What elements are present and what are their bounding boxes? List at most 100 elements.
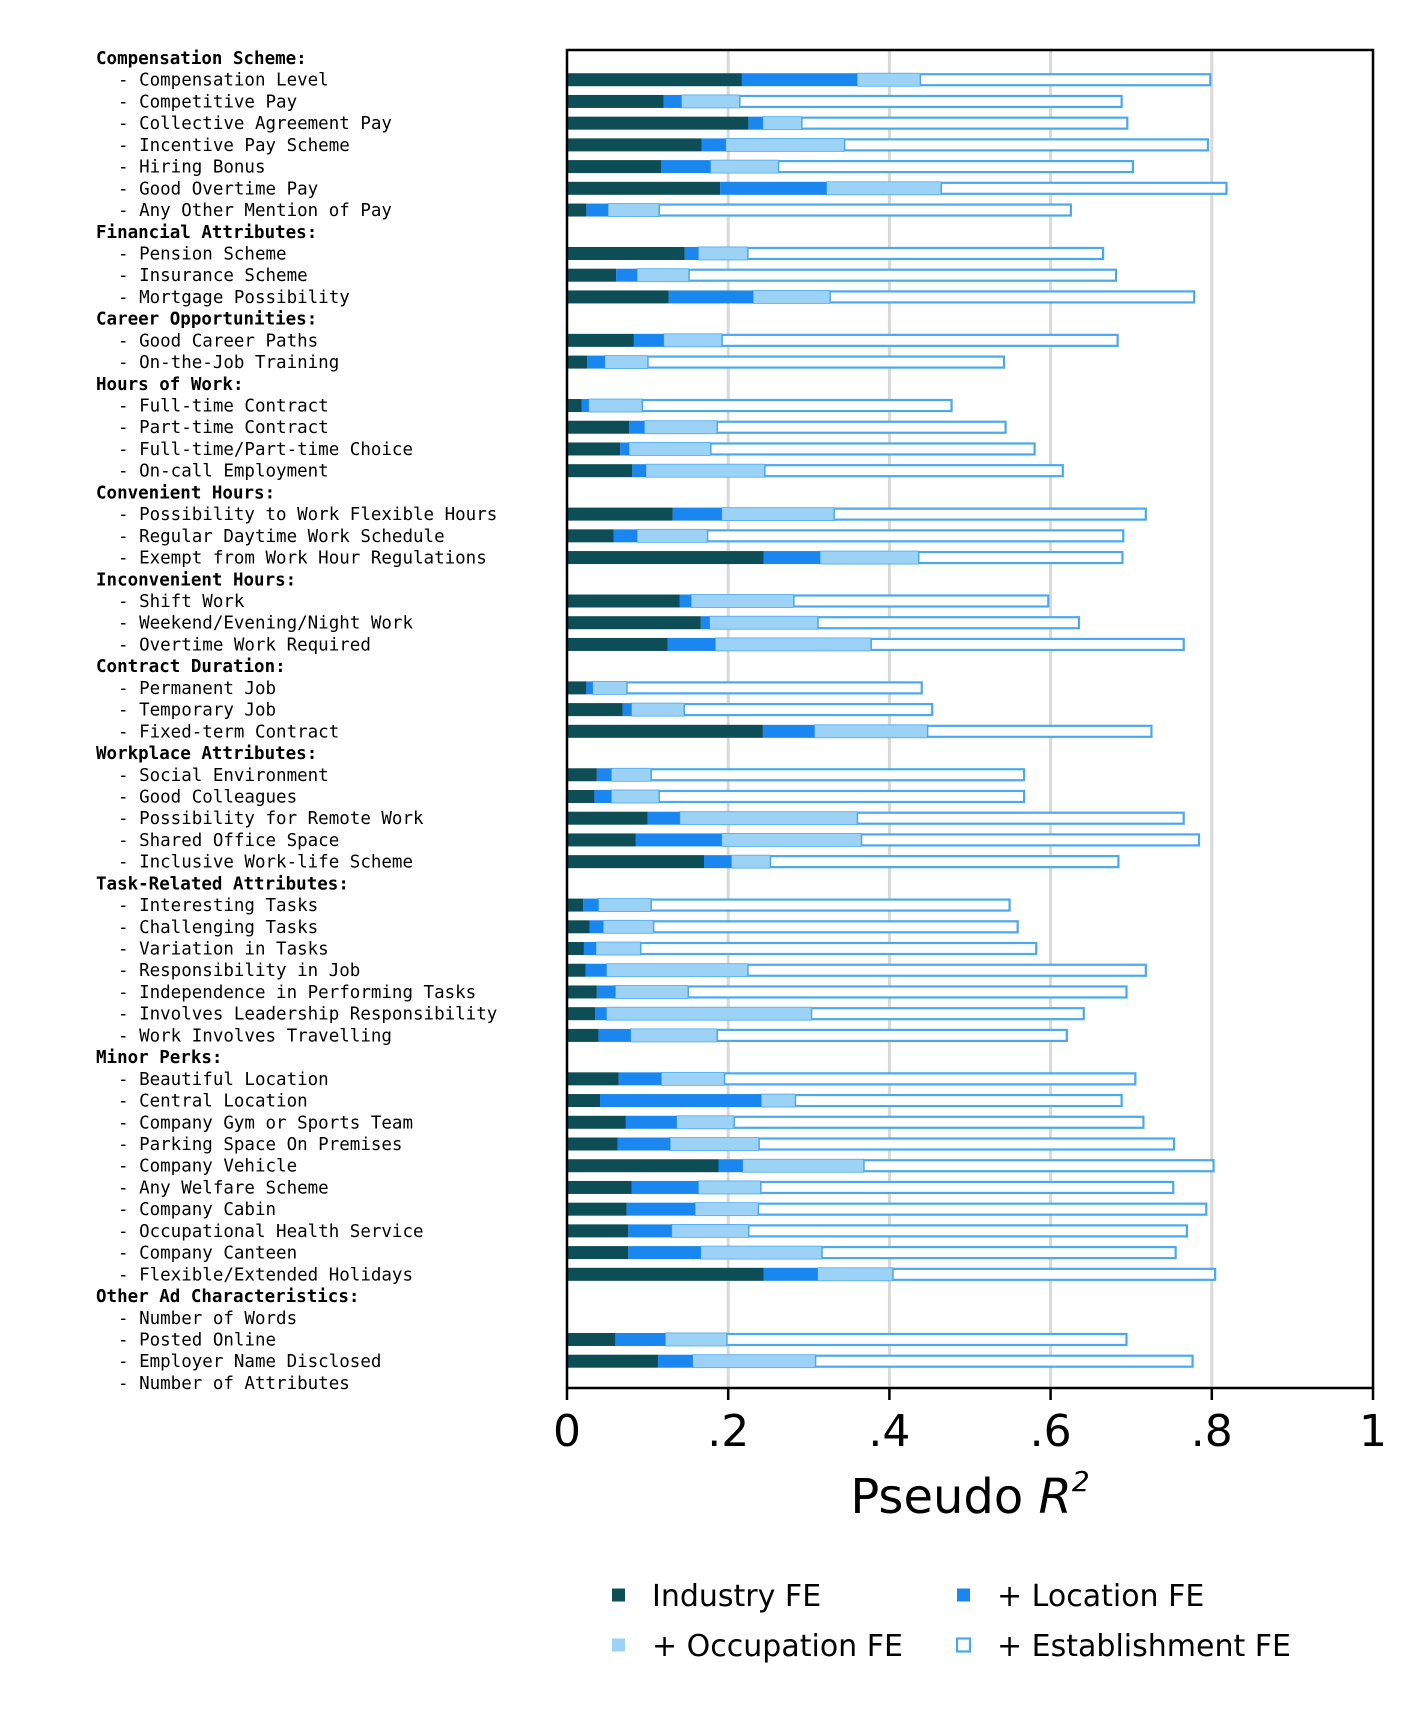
bar-location-fe — [587, 355, 605, 369]
bar-occupation-fe — [610, 767, 652, 782]
bar-location-fe — [628, 1246, 701, 1260]
bar-establishment-fe — [646, 355, 1006, 369]
bar-occupation-fe — [731, 854, 771, 869]
x-tick-label: .8 — [1191, 1406, 1233, 1457]
bar-location-fe — [615, 1332, 666, 1346]
bar-industry-fe — [567, 1137, 618, 1151]
bar-location-fe — [616, 268, 638, 282]
bar-location-fe — [661, 160, 711, 174]
bar-occupation-fe — [817, 1267, 894, 1282]
bar-industry-fe — [567, 681, 587, 695]
bar-location-fe — [613, 529, 638, 543]
bar-occupation-fe — [714, 637, 872, 652]
bar-occupation-fe — [606, 1006, 812, 1021]
bar-industry-fe — [567, 616, 701, 630]
bar-occupation-fe — [602, 919, 654, 934]
bar-establishment-fe — [832, 507, 1147, 521]
bar-establishment-fe — [706, 529, 1125, 543]
bar-occupation-fe — [604, 355, 649, 369]
bar-establishment-fe — [800, 116, 1129, 130]
bar-location-fe — [658, 1354, 693, 1368]
row-label: - Central Location — [118, 1092, 308, 1112]
bar-industry-fe — [567, 246, 685, 260]
bar-industry-fe — [567, 1246, 629, 1260]
bar-location-fe — [684, 246, 699, 260]
bar-establishment-fe — [769, 855, 1120, 869]
bar-establishment-fe — [746, 963, 1147, 977]
row-label: - Interesting Tasks — [118, 896, 318, 916]
bar-establishment-fe — [725, 1332, 1128, 1347]
row-label: - Compensation Level — [118, 71, 329, 91]
bar-industry-fe — [567, 442, 621, 456]
bar-occupation-fe — [669, 1137, 760, 1151]
row-label: - Any Welfare Scheme — [118, 1178, 329, 1198]
bar-occupation-fe — [664, 1332, 727, 1347]
row-label: - Flexible/Extended Holidays — [118, 1265, 413, 1285]
bar-location-fe — [700, 616, 710, 630]
row-label: - Challenging Tasks — [118, 918, 318, 938]
bar-industry-fe — [567, 464, 633, 478]
bar-occupation-fe — [752, 290, 831, 304]
bar-location-fe — [631, 1180, 699, 1194]
bar-establishment-fe — [639, 941, 1038, 956]
bar-occupation-fe — [676, 1115, 735, 1130]
row-label: - Variation in Tasks — [118, 940, 329, 960]
bar-location-fe — [762, 724, 815, 738]
bar-industry-fe — [567, 833, 636, 847]
row-label: - Company Canteen — [118, 1244, 297, 1264]
bar-industry-fe — [567, 703, 623, 717]
row-label: - Posted Online — [118, 1330, 276, 1350]
bar-occupation-fe — [709, 615, 819, 630]
bar-establishment-fe — [686, 985, 1128, 999]
bar-location-fe — [625, 1115, 677, 1129]
bar-location-fe — [748, 116, 763, 130]
bar-industry-fe — [567, 1202, 627, 1216]
bar-industry-fe — [567, 333, 634, 347]
bar-establishment-fe — [777, 160, 1135, 174]
legend-marker — [955, 1637, 972, 1653]
legend-marker — [612, 1588, 625, 1602]
x-axis-label: Pseudo R2 — [850, 1465, 1089, 1525]
bar-occupation-fe — [645, 463, 765, 478]
bar-industry-fe — [567, 73, 742, 87]
group-label: Workplace Attributes: — [96, 744, 317, 764]
row-label: - Weekend/Evening/Night Work — [118, 614, 413, 634]
bar-establishment-fe — [869, 637, 1185, 652]
bar-industry-fe — [567, 1072, 619, 1086]
bar-establishment-fe — [793, 1093, 1123, 1108]
bar-establishment-fe — [720, 333, 1119, 347]
bar-establishment-fe — [820, 1245, 1177, 1260]
bar-industry-fe — [567, 290, 669, 304]
bar-occupation-fe — [606, 963, 748, 978]
legend-label: + Location FE — [997, 1579, 1204, 1614]
bar-location-fe — [585, 963, 607, 977]
bar-establishment-fe — [891, 1267, 1217, 1281]
group-label: Minor Perks: — [96, 1048, 222, 1068]
bar-industry-fe — [567, 811, 648, 825]
bar-occupation-fe — [760, 1093, 796, 1108]
row-label: - Regular Daytime Work Schedule — [118, 527, 445, 547]
row-label: - Social Environment — [118, 766, 329, 786]
row-label: - Overtime Work Required — [118, 635, 371, 655]
row-label: - Any Other Mention of Pay — [118, 201, 392, 221]
bar-occupation-fe — [814, 724, 928, 739]
row-label: - Number of Words — [118, 1309, 297, 1329]
bar-location-fe — [617, 1137, 671, 1151]
x-axis-label-r: R — [1038, 1469, 1071, 1525]
bar-location-fe — [596, 985, 616, 999]
bar-establishment-fe — [757, 1137, 1176, 1151]
group-label: Task-Related Attributes: — [96, 874, 349, 894]
bar-location-fe — [583, 898, 599, 912]
bar-occupation-fe — [636, 268, 690, 283]
bar-industry-fe — [567, 637, 668, 651]
bar-establishment-fe — [746, 246, 1105, 261]
legend: Industry FE + Location FE + Occupation FE +… — [612, 1579, 1291, 1664]
bar-location-fe — [635, 833, 722, 847]
bar-location-fe — [704, 855, 732, 869]
bar-industry-fe — [567, 138, 702, 152]
bar-establishment-fe — [657, 203, 1072, 217]
bar-industry-fe — [567, 94, 664, 108]
row-label: - Insurance Scheme — [118, 266, 308, 286]
bar-location-fe — [595, 1007, 607, 1021]
bar-industry-fe — [567, 203, 587, 217]
